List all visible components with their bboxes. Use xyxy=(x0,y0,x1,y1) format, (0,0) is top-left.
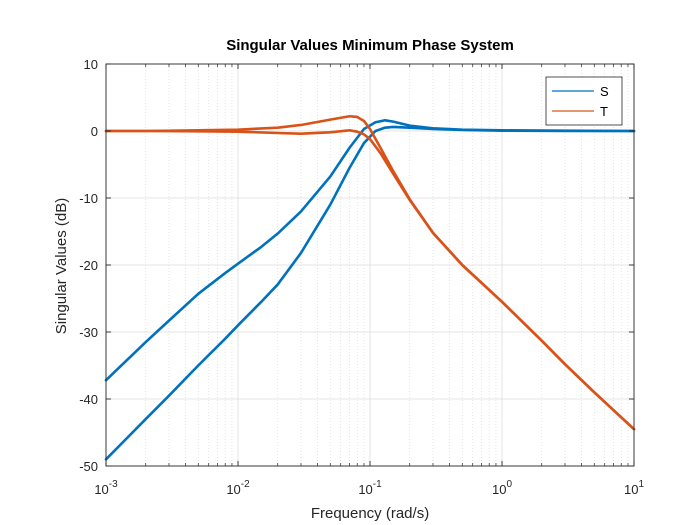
y-tick-label: -30 xyxy=(79,325,98,340)
x-tick-label-exponent: 1 xyxy=(638,479,644,490)
x-tick-label-exponent: -3 xyxy=(109,479,118,490)
x-tick-label: 10-3 xyxy=(94,479,118,497)
x-tick-label: 10-2 xyxy=(226,479,250,497)
legend-label-t: T xyxy=(600,104,608,119)
y-tick-label: -20 xyxy=(79,258,98,273)
series-line-s-2 xyxy=(104,125,636,461)
x-tick-label-exponent: -1 xyxy=(373,479,382,490)
x-tick-label-base: 10 xyxy=(624,482,638,497)
x-tick-label: 10-1 xyxy=(358,479,382,497)
y-tick-label: -50 xyxy=(79,459,98,474)
y-tick-label: 10 xyxy=(84,57,98,72)
legend-label-s: S xyxy=(600,84,609,99)
chart-title: Singular Values Minimum Phase System xyxy=(226,37,514,54)
y-axis-label: Singular Values (dB) xyxy=(53,198,70,334)
series-line-t-2 xyxy=(104,129,636,431)
x-tick-label-exponent: 0 xyxy=(506,479,512,490)
x-tick-label: 100 xyxy=(492,479,512,497)
x-axis-label: Frequency (rad/s) xyxy=(311,505,429,522)
x-tick-label: 101 xyxy=(624,479,644,497)
x-tick-label-base: 10 xyxy=(492,482,506,497)
y-tick-label: -10 xyxy=(79,191,98,206)
x-tick-label-base: 10 xyxy=(358,482,372,497)
x-tick-label-exponent: -2 xyxy=(241,479,250,490)
x-tick-label-base: 10 xyxy=(226,482,240,497)
x-tick-label-base: 10 xyxy=(94,482,108,497)
y-tick-label: -40 xyxy=(79,392,98,407)
legend-box xyxy=(545,76,623,126)
y-tick-label: 0 xyxy=(91,124,98,139)
